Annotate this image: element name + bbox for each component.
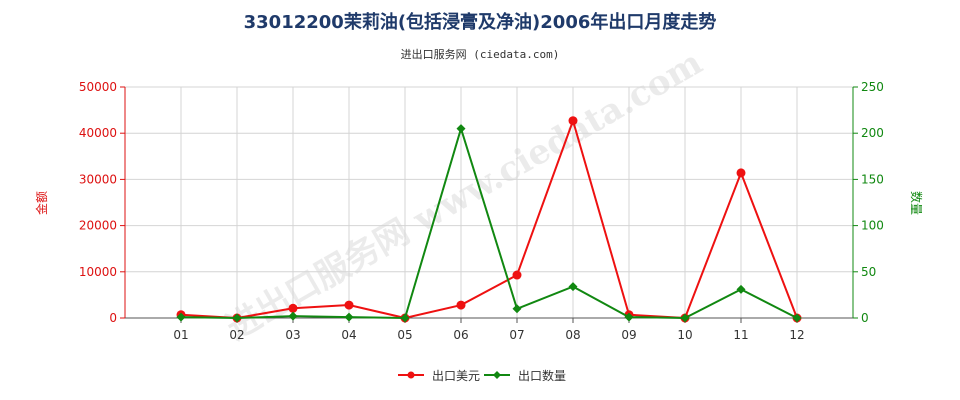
x-tick-label: 05 <box>397 328 412 342</box>
x-tick-label: 01 <box>173 328 188 342</box>
series-point-1[interactable] <box>624 312 634 322</box>
series-point-1[interactable] <box>344 312 354 322</box>
legend-label-usd: 出口美元 <box>432 369 480 383</box>
x-tick-label: 12 <box>789 328 804 342</box>
left-tick-label: 10000 <box>79 265 117 279</box>
left-tick-label: 0 <box>109 311 117 325</box>
legend: 出口美元 出口数量 <box>398 368 566 383</box>
left-axis-label: 金额 <box>34 191 49 215</box>
chart-subtitle: 进出口服务网 (ciedata.com) <box>401 47 560 61</box>
left-tick-label: 20000 <box>79 219 117 233</box>
series-point-0[interactable] <box>344 300 354 310</box>
right-axis-label: 数量 <box>909 191 924 215</box>
series-point-1[interactable] <box>680 313 690 323</box>
series-point-0[interactable] <box>512 270 522 280</box>
right-tick-label: 50 <box>861 265 876 279</box>
series-point-1[interactable] <box>512 304 522 314</box>
x-tick-label: 08 <box>565 328 580 342</box>
left-tick-label: 30000 <box>79 172 117 186</box>
series-point-1[interactable] <box>792 313 802 323</box>
series-point-1[interactable] <box>400 313 410 323</box>
right-tick-label: 200 <box>861 126 884 140</box>
series-line-0 <box>180 117 798 320</box>
right-tick-label: 250 <box>861 80 884 94</box>
series-point-1[interactable] <box>456 124 466 134</box>
right-tick-label: 0 <box>861 311 869 325</box>
left-axis-ticks: 0 10000 20000 30000 40000 50000 <box>79 80 125 325</box>
x-tick-label: 11 <box>733 328 748 342</box>
legend-label-quantity: 出口数量 <box>518 368 566 383</box>
series-point-1[interactable] <box>288 311 298 321</box>
series-layer <box>176 116 802 323</box>
x-tick-label: 04 <box>341 328 356 342</box>
left-tick-label: 40000 <box>79 126 117 140</box>
x-tick-label: 07 <box>509 328 524 342</box>
series-point-1[interactable] <box>736 284 746 294</box>
x-tick-label: 03 <box>285 328 300 342</box>
series-line-1 <box>180 125 798 320</box>
x-axis-ticks: 01 02 03 04 05 06 07 08 09 10 11 12 <box>173 318 805 342</box>
series-point-1[interactable] <box>176 312 186 322</box>
x-tick-label: 06 <box>453 328 468 342</box>
chart-title: 33012200茉莉油(包括浸膏及净油)2006年出口月度走势 <box>244 11 717 33</box>
series-point-0[interactable] <box>736 168 746 178</box>
series-point-0[interactable] <box>456 300 466 310</box>
legend-item-quantity[interactable]: 出口数量 <box>484 368 566 383</box>
right-axis-ticks: 0 50 100 150 200 250 <box>853 80 884 325</box>
x-tick-label: 09 <box>621 328 636 342</box>
x-tick-label: 10 <box>677 328 692 342</box>
series-point-1[interactable] <box>232 313 242 323</box>
right-tick-label: 150 <box>861 172 884 186</box>
right-tick-label: 100 <box>861 219 884 233</box>
legend-item-usd[interactable]: 出口美元 <box>398 369 480 383</box>
left-tick-label: 50000 <box>79 80 117 94</box>
x-tick-label: 02 <box>229 328 244 342</box>
series-point-1[interactable] <box>568 282 578 292</box>
series-point-0[interactable] <box>288 303 298 313</box>
series-point-0[interactable] <box>568 116 578 126</box>
